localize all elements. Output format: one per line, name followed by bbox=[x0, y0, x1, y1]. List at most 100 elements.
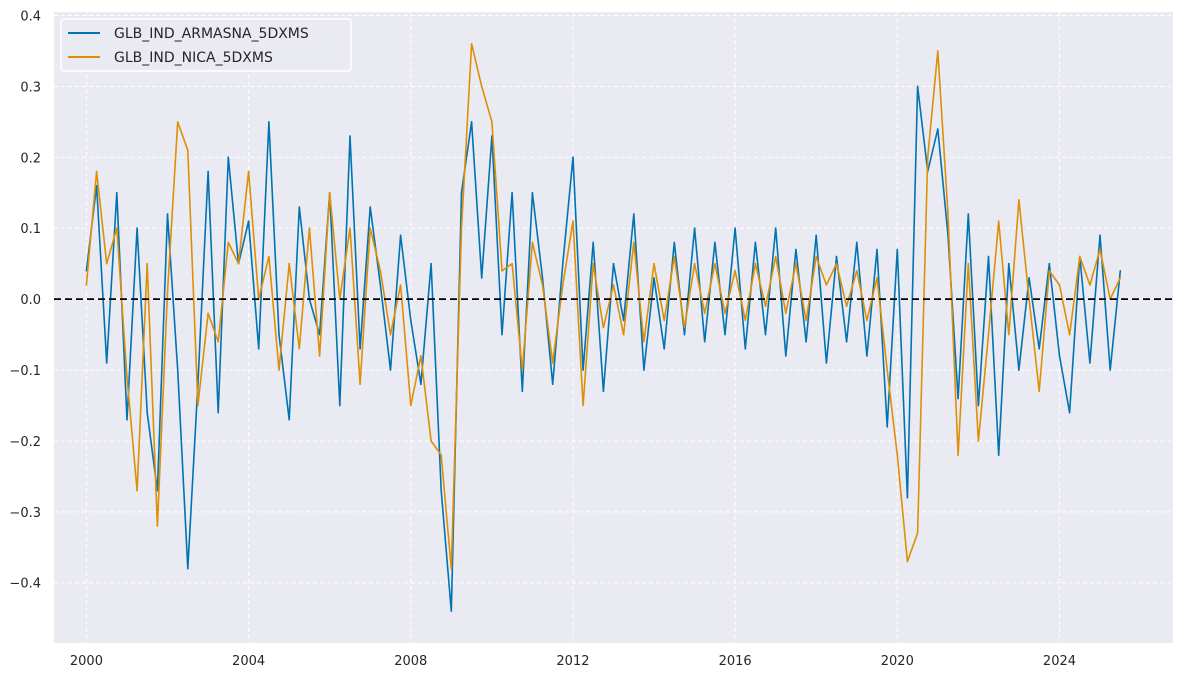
data-point bbox=[612, 284, 615, 286]
data-point bbox=[957, 397, 959, 400]
data-point bbox=[278, 369, 280, 371]
y-tick-label: 0.4 bbox=[20, 10, 41, 25]
plot-background bbox=[54, 12, 1173, 643]
data-point bbox=[602, 390, 605, 393]
data-point bbox=[187, 149, 189, 152]
data-point bbox=[744, 348, 747, 350]
data-point bbox=[795, 262, 797, 265]
data-point bbox=[501, 333, 503, 336]
data-point bbox=[531, 241, 534, 244]
data-point bbox=[369, 206, 372, 208]
data-point bbox=[835, 255, 838, 258]
data-point bbox=[318, 333, 321, 336]
data-point bbox=[1119, 277, 1122, 279]
data-point bbox=[825, 284, 828, 286]
data-point bbox=[146, 411, 148, 414]
data-point bbox=[622, 319, 625, 322]
data-point bbox=[987, 255, 990, 258]
data-point bbox=[207, 312, 209, 315]
data-point bbox=[359, 348, 361, 350]
data-point bbox=[896, 454, 899, 456]
data-point bbox=[906, 560, 909, 563]
data-point bbox=[683, 326, 686, 329]
data-point bbox=[227, 156, 230, 159]
data-point bbox=[1028, 277, 1030, 279]
data-point bbox=[633, 241, 635, 244]
data-point bbox=[876, 248, 878, 251]
legend-box bbox=[60, 18, 352, 72]
data-point bbox=[653, 277, 655, 279]
data-point bbox=[166, 213, 169, 215]
data-point bbox=[1048, 270, 1051, 272]
data-point bbox=[541, 277, 544, 279]
data-point bbox=[369, 227, 372, 229]
data-point bbox=[1099, 234, 1101, 237]
data-point bbox=[987, 333, 990, 336]
data-point bbox=[399, 234, 402, 237]
data-point bbox=[85, 284, 88, 286]
data-point bbox=[420, 383, 422, 386]
y-tick-label: −0.2 bbox=[9, 435, 41, 450]
data-point bbox=[308, 227, 311, 229]
data-point bbox=[501, 270, 503, 272]
data-point bbox=[1119, 270, 1122, 272]
data-point bbox=[146, 262, 148, 265]
data-point bbox=[633, 213, 635, 215]
data-point bbox=[916, 532, 919, 534]
data-point bbox=[592, 241, 594, 244]
data-point bbox=[572, 156, 574, 159]
data-point bbox=[116, 192, 118, 194]
data-point bbox=[511, 262, 513, 265]
data-point bbox=[582, 369, 584, 371]
legend: GLB_IND_ARMASNA_5DXMS GLB_IND_NICA_5DXMS bbox=[60, 18, 352, 72]
data-point bbox=[480, 85, 483, 88]
data-point bbox=[166, 291, 169, 293]
data-point bbox=[693, 262, 696, 265]
data-point bbox=[430, 440, 432, 442]
data-point bbox=[856, 270, 858, 272]
data-point bbox=[126, 418, 128, 421]
data-point bbox=[410, 319, 412, 322]
data-point bbox=[551, 383, 554, 386]
data-point bbox=[268, 255, 270, 258]
y-tick-label: −0.4 bbox=[9, 577, 41, 592]
data-point bbox=[977, 404, 980, 407]
data-point bbox=[653, 262, 655, 265]
data-point bbox=[622, 333, 625, 336]
data-point bbox=[217, 340, 219, 343]
data-point bbox=[227, 241, 230, 244]
data-point bbox=[815, 255, 817, 258]
data-point bbox=[511, 192, 513, 194]
data-point bbox=[460, 227, 463, 229]
data-point bbox=[997, 454, 1000, 456]
data-point bbox=[531, 192, 534, 194]
data-point bbox=[734, 270, 736, 272]
legend-label-armasna: GLB_IND_ARMASNA_5DXMS bbox=[114, 26, 309, 42]
data-point bbox=[582, 404, 584, 407]
grid bbox=[54, 12, 1173, 643]
data-point bbox=[663, 348, 665, 350]
data-point bbox=[105, 362, 108, 364]
data-point bbox=[1018, 369, 1020, 371]
data-point bbox=[1068, 411, 1071, 414]
data-point bbox=[207, 170, 209, 173]
data-point bbox=[288, 418, 291, 421]
data-point bbox=[825, 362, 828, 364]
data-point bbox=[977, 440, 980, 442]
data-point bbox=[835, 262, 838, 265]
data-point bbox=[420, 355, 422, 357]
data-point bbox=[1058, 284, 1061, 286]
data-point bbox=[410, 404, 412, 407]
y-tick-label: −0.3 bbox=[9, 506, 41, 521]
data-point bbox=[389, 333, 392, 336]
y-tick-label: −0.1 bbox=[9, 364, 41, 379]
data-point bbox=[521, 369, 524, 371]
data-point bbox=[845, 340, 848, 343]
data-point bbox=[572, 220, 574, 222]
data-point bbox=[815, 234, 817, 237]
data-point bbox=[703, 340, 706, 343]
x-tick-label: 2004 bbox=[232, 654, 265, 669]
x-tick-label: 2020 bbox=[881, 654, 914, 669]
data-point bbox=[450, 567, 453, 570]
data-point bbox=[774, 227, 777, 229]
